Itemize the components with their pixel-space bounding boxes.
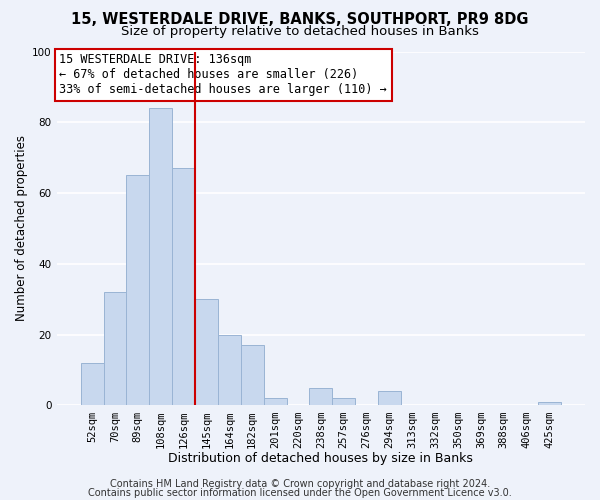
Text: Contains public sector information licensed under the Open Government Licence v3: Contains public sector information licen…: [88, 488, 512, 498]
Bar: [538, 402, 561, 406]
Bar: [127, 176, 149, 406]
Bar: [310, 388, 332, 406]
Bar: [263, 398, 287, 406]
Bar: [332, 398, 355, 406]
Bar: [241, 346, 263, 406]
Bar: [195, 300, 218, 406]
Bar: [218, 334, 241, 406]
X-axis label: Distribution of detached houses by size in Banks: Distribution of detached houses by size …: [169, 452, 473, 465]
Text: Size of property relative to detached houses in Banks: Size of property relative to detached ho…: [121, 25, 479, 38]
Text: 15 WESTERDALE DRIVE: 136sqm
← 67% of detached houses are smaller (226)
33% of se: 15 WESTERDALE DRIVE: 136sqm ← 67% of det…: [59, 54, 387, 96]
Bar: [149, 108, 172, 406]
Text: Contains HM Land Registry data © Crown copyright and database right 2024.: Contains HM Land Registry data © Crown c…: [110, 479, 490, 489]
Bar: [172, 168, 195, 406]
Bar: [104, 292, 127, 406]
Y-axis label: Number of detached properties: Number of detached properties: [15, 136, 28, 322]
Bar: [80, 363, 104, 406]
Bar: [378, 392, 401, 406]
Text: 15, WESTERDALE DRIVE, BANKS, SOUTHPORT, PR9 8DG: 15, WESTERDALE DRIVE, BANKS, SOUTHPORT, …: [71, 12, 529, 28]
